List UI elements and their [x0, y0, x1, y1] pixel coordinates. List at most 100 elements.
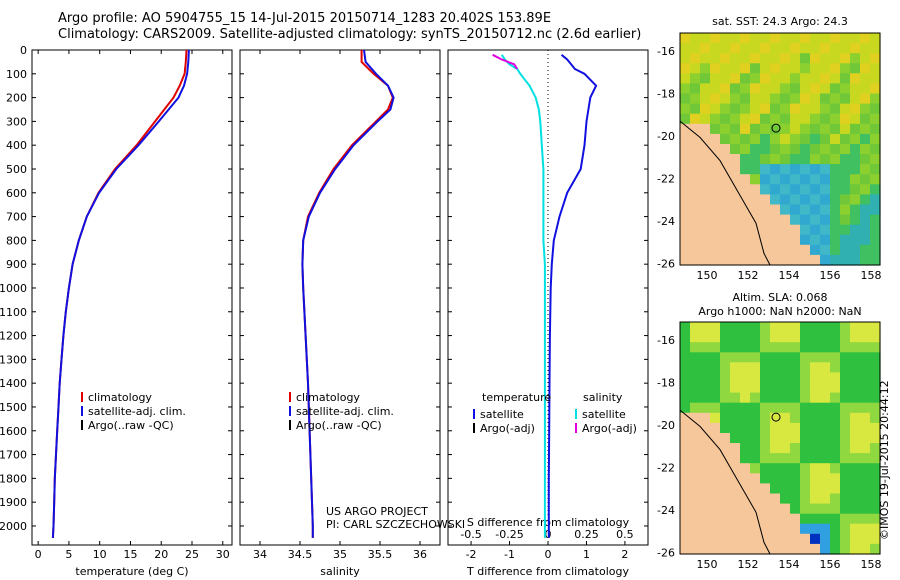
map-cell: [760, 184, 771, 195]
map-cell: [780, 543, 791, 555]
map-cell: [740, 483, 751, 495]
sal-diff-satellite-line: [500, 54, 546, 538]
legend-label: satellite-adj. clim.: [296, 405, 394, 418]
map-cell: [690, 83, 701, 95]
map-cell: [700, 412, 711, 424]
map-cell: [770, 433, 781, 444]
map-cell: [700, 83, 711, 95]
map-cell: [770, 362, 781, 373]
map-cell: [760, 513, 771, 525]
map-cell: [770, 523, 781, 535]
map-cell: [750, 133, 761, 145]
map-cell: [850, 392, 861, 404]
map-cell: [770, 73, 781, 84]
map-cell: [820, 332, 831, 343]
map-cell: [720, 113, 731, 125]
map-cell: [800, 53, 811, 64]
map-cell: [760, 234, 771, 246]
map-cell: [820, 174, 831, 185]
map-cell: [870, 443, 881, 454]
coastline: [679, 409, 771, 555]
map-cell: [770, 352, 781, 363]
map-cell: [810, 194, 821, 206]
map-cell: [710, 144, 721, 155]
map-cell: [840, 133, 851, 145]
map-cell: [690, 402, 701, 414]
map-cell: [800, 113, 811, 125]
map-cell: [820, 43, 831, 54]
map-cell: [740, 204, 751, 216]
map-cell: [790, 144, 801, 155]
map-cell: [710, 204, 721, 216]
map-cell: [720, 73, 731, 84]
map-cell: [780, 204, 791, 216]
map-cell: [830, 503, 841, 515]
map-cell: [760, 254, 771, 266]
map-cell: [810, 443, 821, 454]
map-cell: [690, 322, 701, 333]
map-cell: [800, 73, 811, 84]
map-cell: [840, 493, 851, 505]
depth-tick-label: 200: [6, 92, 27, 105]
map-cell: [850, 123, 861, 135]
map-cell: [730, 443, 741, 454]
map-cell: [870, 382, 881, 394]
map-cell: [790, 154, 801, 165]
map-cell: [850, 83, 861, 95]
panel-1-frame: [31, 49, 233, 546]
map-cell: [690, 63, 701, 74]
map-lon-label: 156: [820, 558, 841, 571]
map-cell: [720, 83, 731, 95]
map-cell: [870, 513, 881, 525]
map-cell: [710, 342, 721, 353]
map-cell: [720, 533, 731, 545]
map-cell: [830, 332, 841, 343]
map-cell: [710, 53, 721, 64]
map-cell: [800, 392, 811, 404]
map-cell: [730, 362, 741, 373]
map-cell: [680, 133, 691, 145]
map-cell: [870, 103, 881, 115]
map-cell: [800, 503, 811, 515]
map-cell: [780, 372, 791, 384]
map-cell: [820, 443, 831, 454]
depth-tick-label: 1200: [0, 330, 27, 343]
map-cell: [750, 443, 761, 454]
map-cell: [720, 543, 731, 555]
map-cell: [800, 443, 811, 454]
map-cell: [820, 184, 831, 195]
map-cell: [740, 493, 751, 505]
map-cell: [810, 244, 821, 256]
map-cell: [690, 184, 701, 195]
map-cell: [750, 483, 761, 495]
map-cell: [790, 224, 801, 236]
map-cell: [790, 543, 801, 555]
map-cell: [780, 214, 791, 226]
map-cell: [850, 412, 861, 424]
map-cell: [830, 73, 841, 84]
map-cell: [780, 412, 791, 424]
map-cell: [710, 493, 721, 505]
map-cell: [840, 332, 851, 343]
map-cell: [770, 234, 781, 246]
map-cell: [720, 53, 731, 64]
map-cell: [830, 103, 841, 115]
map-cell: [690, 204, 701, 216]
map-cell: [820, 93, 831, 105]
map-cell: [820, 234, 831, 246]
map-cell: [760, 372, 771, 384]
map-cell: [680, 362, 691, 373]
map-cell: [750, 53, 761, 64]
map-cell: [810, 214, 821, 226]
depth-tick-label: 700: [6, 211, 27, 224]
map-cell: [870, 93, 881, 105]
map-cell: [720, 443, 731, 454]
map-cell: [820, 372, 831, 384]
map-cell: [760, 402, 771, 414]
map-cell: [690, 503, 701, 515]
map-cell: [790, 412, 801, 424]
map-cell: [680, 93, 691, 105]
map-cell: [740, 244, 751, 256]
map-cell: [830, 402, 841, 414]
